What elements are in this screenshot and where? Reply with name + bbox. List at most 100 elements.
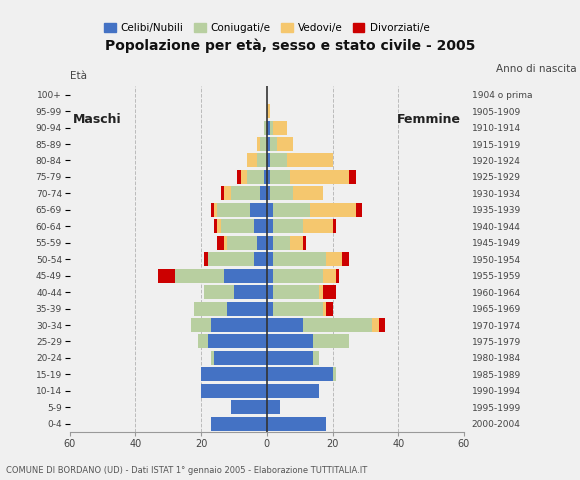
Bar: [322, 269, 336, 283]
Bar: [287, 154, 332, 168]
Bar: [310, 203, 356, 217]
Bar: [253, 219, 267, 233]
Bar: [257, 154, 267, 168]
Bar: [263, 170, 267, 184]
Bar: [267, 170, 270, 184]
Bar: [267, 335, 313, 348]
Bar: [303, 318, 372, 332]
Bar: [336, 269, 339, 283]
Bar: [211, 351, 214, 365]
Bar: [273, 203, 310, 217]
Bar: [227, 236, 257, 250]
Bar: [326, 301, 332, 315]
Bar: [208, 252, 253, 266]
Bar: [273, 252, 326, 266]
Bar: [356, 203, 362, 217]
Bar: [218, 236, 224, 250]
Bar: [267, 384, 320, 398]
Bar: [214, 351, 267, 365]
Bar: [313, 335, 349, 348]
Bar: [267, 318, 303, 332]
Bar: [221, 186, 224, 200]
Bar: [349, 170, 356, 184]
Bar: [267, 219, 273, 233]
Bar: [267, 301, 273, 315]
Bar: [267, 203, 273, 217]
Bar: [204, 252, 208, 266]
Bar: [211, 417, 267, 431]
Bar: [342, 252, 349, 266]
Bar: [237, 170, 241, 184]
Bar: [191, 318, 211, 332]
Bar: [227, 301, 267, 315]
Bar: [231, 400, 267, 414]
Bar: [372, 318, 379, 332]
Bar: [267, 137, 270, 151]
Bar: [201, 367, 267, 382]
Bar: [273, 285, 320, 299]
Bar: [267, 120, 270, 134]
Text: Maschi: Maschi: [73, 113, 122, 126]
Bar: [267, 252, 273, 266]
Bar: [303, 236, 306, 250]
Bar: [267, 367, 332, 382]
Bar: [277, 137, 293, 151]
Bar: [251, 203, 267, 217]
Bar: [273, 269, 322, 283]
Bar: [211, 203, 214, 217]
Bar: [247, 154, 257, 168]
Bar: [290, 170, 349, 184]
Bar: [290, 236, 303, 250]
Bar: [257, 236, 267, 250]
Bar: [201, 384, 267, 398]
Bar: [234, 285, 267, 299]
Bar: [204, 285, 234, 299]
Bar: [224, 269, 267, 283]
Bar: [267, 104, 270, 118]
Bar: [270, 186, 293, 200]
Bar: [260, 137, 267, 151]
Legend: Celibi/Nubili, Coniugati/e, Vedovi/e, Divorziati/e: Celibi/Nubili, Coniugati/e, Vedovi/e, Di…: [100, 19, 434, 37]
Bar: [293, 186, 322, 200]
Bar: [267, 400, 280, 414]
Bar: [260, 186, 267, 200]
Bar: [326, 252, 342, 266]
Bar: [218, 219, 221, 233]
Text: Anno di nascita: Anno di nascita: [496, 64, 577, 74]
Bar: [303, 219, 332, 233]
Bar: [247, 170, 263, 184]
Bar: [208, 335, 267, 348]
Bar: [267, 285, 273, 299]
Bar: [270, 137, 277, 151]
Bar: [218, 203, 251, 217]
Bar: [267, 186, 270, 200]
Bar: [263, 120, 267, 134]
Bar: [270, 154, 287, 168]
Bar: [379, 318, 385, 332]
Bar: [270, 170, 290, 184]
Bar: [224, 236, 227, 250]
Text: Femmine: Femmine: [397, 113, 461, 126]
Bar: [322, 285, 336, 299]
Bar: [214, 219, 218, 233]
Bar: [253, 252, 267, 266]
Text: Età: Età: [70, 72, 86, 82]
Bar: [267, 269, 273, 283]
Text: Popolazione per età, sesso e stato civile - 2005: Popolazione per età, sesso e stato civil…: [105, 38, 475, 53]
Bar: [231, 186, 260, 200]
Bar: [214, 203, 218, 217]
Bar: [332, 219, 336, 233]
Bar: [175, 269, 224, 283]
Text: COMUNE DI BORDANO (UD) - Dati ISTAT 1° gennaio 2005 - Elaborazione TUTTITALIA.IT: COMUNE DI BORDANO (UD) - Dati ISTAT 1° g…: [6, 466, 367, 475]
Bar: [332, 367, 336, 382]
Bar: [267, 236, 273, 250]
Bar: [158, 269, 175, 283]
Bar: [322, 301, 326, 315]
Bar: [267, 154, 270, 168]
Bar: [267, 417, 326, 431]
Bar: [273, 120, 287, 134]
Bar: [194, 301, 227, 315]
Bar: [320, 285, 322, 299]
Bar: [257, 137, 260, 151]
Bar: [313, 351, 320, 365]
